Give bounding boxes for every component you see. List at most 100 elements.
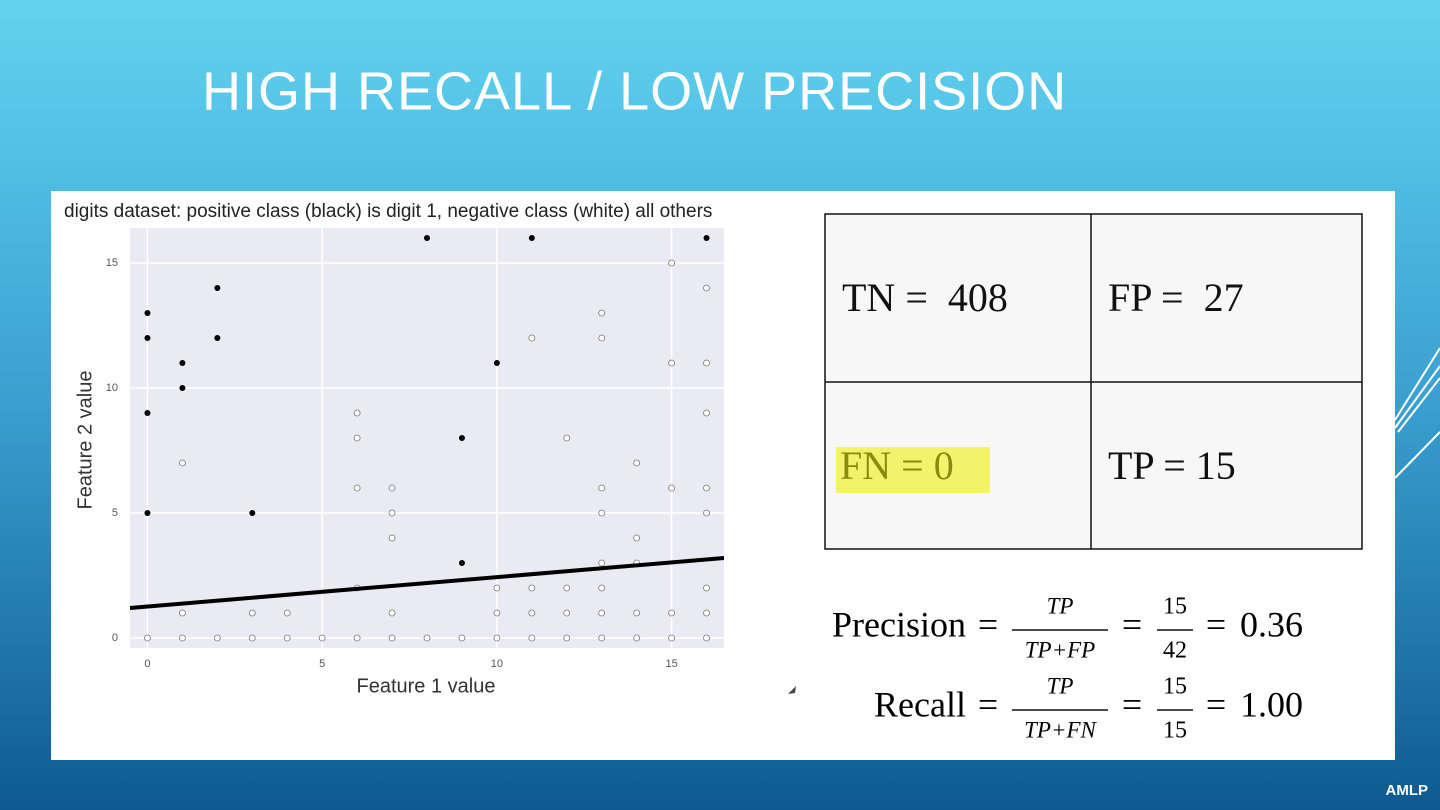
point xyxy=(598,484,606,492)
point xyxy=(458,560,465,566)
formula-label: Recall xyxy=(874,684,966,724)
matrix-cell: FP = 27 xyxy=(1108,275,1244,320)
equals: = xyxy=(1206,684,1226,724)
point xyxy=(703,484,710,492)
result: 1.00 xyxy=(1240,684,1303,724)
point xyxy=(528,235,535,241)
den: 15 xyxy=(1163,718,1187,744)
matrix-cell: TN = 408 xyxy=(842,275,1008,320)
point xyxy=(528,334,536,342)
point xyxy=(353,634,361,642)
point xyxy=(248,634,256,642)
equals: = xyxy=(978,684,998,724)
point xyxy=(214,285,221,291)
num: 15 xyxy=(1163,674,1187,700)
numerator: TP xyxy=(1047,593,1074,618)
point xyxy=(598,309,606,317)
point xyxy=(353,434,361,442)
x-tick-label: 5 xyxy=(319,658,325,670)
point xyxy=(144,634,151,642)
point xyxy=(248,609,256,617)
equals: = xyxy=(978,604,998,644)
point xyxy=(283,634,291,642)
point xyxy=(563,434,571,442)
point xyxy=(528,609,536,617)
plot-area xyxy=(130,228,724,648)
point xyxy=(563,609,571,617)
point xyxy=(598,559,606,567)
point xyxy=(668,259,675,267)
den: 42 xyxy=(1163,638,1187,664)
point xyxy=(179,360,186,366)
point xyxy=(493,634,501,642)
point xyxy=(424,235,430,241)
point xyxy=(493,360,500,366)
point xyxy=(388,534,396,542)
slide-title: HIGH RECALL / LOW PRECISION xyxy=(202,61,1067,121)
result: 0.36 xyxy=(1240,604,1303,644)
point xyxy=(423,634,431,642)
point xyxy=(179,609,186,617)
point xyxy=(633,634,641,642)
matrix-cell: FN = 0 xyxy=(840,443,954,488)
point xyxy=(388,634,396,642)
point xyxy=(213,634,221,642)
denominator: TP+FP xyxy=(1025,637,1095,662)
point xyxy=(633,459,641,467)
point xyxy=(633,534,641,542)
point xyxy=(563,634,571,642)
point xyxy=(283,609,291,617)
point xyxy=(668,484,675,492)
point xyxy=(353,409,361,417)
point xyxy=(493,609,501,617)
equals: = xyxy=(1122,684,1142,724)
point xyxy=(179,459,186,467)
point xyxy=(703,584,710,592)
point xyxy=(144,310,151,316)
point xyxy=(703,235,710,241)
point xyxy=(703,509,710,517)
y-tick-label: 15 xyxy=(106,257,118,269)
point xyxy=(318,634,326,642)
point xyxy=(703,609,710,617)
point xyxy=(703,359,710,367)
point xyxy=(598,609,606,617)
point xyxy=(703,284,710,292)
point xyxy=(703,409,710,417)
highlight xyxy=(836,447,990,493)
footer: AMLP xyxy=(1386,782,1429,799)
point xyxy=(458,435,465,441)
point xyxy=(528,584,536,592)
x-tick-label: 10 xyxy=(491,658,503,670)
point xyxy=(668,359,675,367)
point xyxy=(388,509,396,517)
point xyxy=(214,335,221,341)
point xyxy=(528,634,536,642)
equals: = xyxy=(1122,604,1142,644)
y-tick-label: 5 xyxy=(112,507,118,519)
y-tick-label: 0 xyxy=(112,632,118,644)
formula-label: Precision xyxy=(832,604,966,644)
y-tick-label: 10 xyxy=(106,382,118,394)
point xyxy=(668,634,675,642)
point xyxy=(493,584,501,592)
matrix-cell: TP = 15 xyxy=(1108,443,1236,488)
point xyxy=(388,484,396,492)
chart-title: digits dataset: positive class (black) i… xyxy=(64,201,712,222)
y-axis-label: Feature 2 value xyxy=(74,371,96,510)
point xyxy=(598,509,606,517)
cursor-mark xyxy=(788,686,796,694)
point xyxy=(249,510,256,516)
x-tick-label: 0 xyxy=(144,658,150,670)
point xyxy=(598,634,606,642)
num: 15 xyxy=(1163,594,1187,620)
decoration xyxy=(1394,347,1440,479)
point xyxy=(144,335,151,341)
denominator: TP+FN xyxy=(1024,717,1097,742)
point xyxy=(388,609,396,617)
x-axis-label: Feature 1 value xyxy=(357,675,496,697)
numerator: TP xyxy=(1047,673,1074,698)
point xyxy=(179,634,186,642)
x-tick-label: 15 xyxy=(665,658,677,670)
